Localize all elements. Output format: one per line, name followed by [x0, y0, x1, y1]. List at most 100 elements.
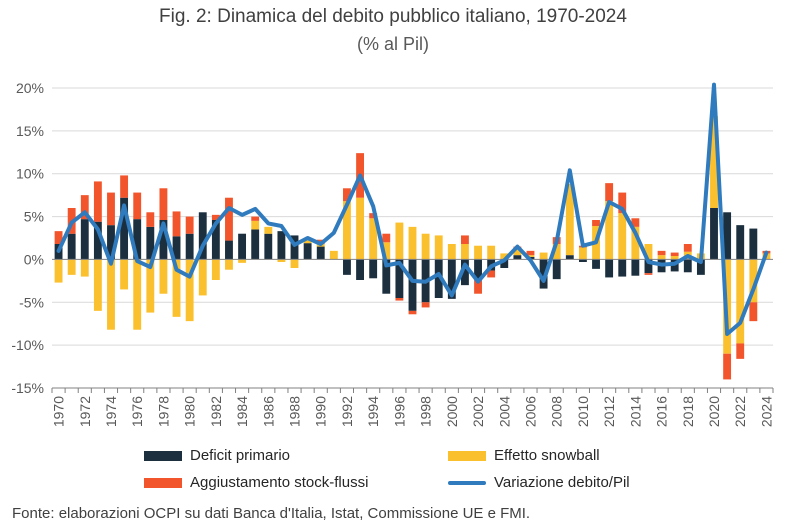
deficit-primario-bar	[710, 208, 718, 260]
x-tick-label: 1984	[234, 396, 250, 427]
x-tick-label: 1970	[51, 396, 67, 427]
deficit-primario-bar	[565, 255, 574, 260]
stock-flussi-bar	[382, 233, 391, 243]
deficit-primario-bar	[592, 259, 600, 269]
stock-flussi-bar	[211, 214, 220, 220]
snowball-bar	[120, 259, 129, 290]
deficit-primario-bar	[264, 233, 273, 260]
chart-plot: -15% -10% -5% 0% 5% 10% 15% 20% 1970 1972 1974 1976…	[11, 80, 774, 427]
snowball-bar	[605, 201, 614, 260]
source-note: Fonte: elaborazioni OCPI su dati Banca d…	[12, 505, 531, 522]
snowball-bar	[736, 259, 745, 344]
legend-label-deficit: Deficit primario	[190, 447, 291, 464]
snowball-bar	[421, 233, 430, 260]
snowball-bar	[133, 259, 142, 330]
snowball-bar	[513, 248, 522, 256]
legend-item-line: Variazione debito/Pil	[448, 474, 630, 491]
stock-flussi-bar	[644, 273, 653, 275]
x-tick-label: 1992	[339, 396, 355, 427]
tick-labels: -15% -10% -5% 0% 5% 10% 15% 20% 1970 1972 1974 1976…	[11, 80, 774, 427]
deficit-primario-bar	[552, 259, 561, 280]
stock-flussi-bar	[395, 298, 404, 301]
x-tick-label: 1990	[313, 396, 329, 427]
snowball-bar	[382, 242, 391, 260]
snowball-bar	[657, 255, 666, 260]
deficit-primario-bar	[369, 259, 378, 279]
snowball-bar	[487, 245, 496, 260]
y-tick-label: 0%	[24, 251, 44, 267]
stock-flussi-bar	[80, 195, 89, 220]
deficit-primario-bar	[434, 259, 443, 298]
snowball-bar	[408, 226, 417, 260]
x-tick-label: 2016	[654, 396, 670, 427]
stock-flussi-bar	[225, 197, 233, 241]
stock-flussi-bar	[408, 310, 417, 315]
stock-flussi-bar	[723, 353, 732, 380]
deficit-primario-bar	[736, 225, 745, 260]
x-tick-label: 2020	[706, 396, 722, 427]
stock-flussi-bar	[93, 181, 102, 222]
legend-swatch-line	[448, 480, 486, 485]
deficit-primario-bar	[290, 235, 299, 260]
legend-swatch-stock	[144, 477, 182, 488]
y-tick-label: -5%	[19, 294, 44, 310]
x-tick-label: 1976	[129, 396, 145, 427]
deficit-primario-bar	[238, 233, 247, 260]
snowball-bar	[539, 252, 548, 260]
legend-label-line: Variazione debito/Pil	[494, 474, 630, 491]
deficit-primario-bar	[382, 259, 391, 294]
stock-flussi-bar	[461, 235, 469, 244]
deficit-primario-bar	[408, 259, 417, 311]
deficit-primario-bar	[578, 259, 587, 262]
y-tick-label: -15%	[11, 380, 44, 396]
stock-flussi-bar	[605, 183, 614, 202]
deficit-primario-bar	[474, 259, 482, 280]
snowball-bar	[54, 259, 63, 283]
variazione-debito-line	[56, 82, 769, 336]
legend-label-stock: Aggiustamento stock-flussi	[190, 474, 369, 491]
x-tick-label: 1988	[287, 396, 303, 427]
deficit-primario-bar	[618, 259, 627, 277]
stock-flussi-bar	[683, 244, 692, 252]
deficit-primario-bar	[146, 226, 155, 260]
legend-swatch-snowball	[448, 450, 486, 461]
x-tick-label: 1998	[418, 396, 434, 427]
y-tick-label: -10%	[11, 337, 44, 353]
snowball-bar	[211, 259, 220, 280]
stock-flussi-bar	[107, 192, 115, 226]
snowball-bar	[447, 244, 456, 260]
deficit-primario-bar	[723, 212, 732, 260]
deficit-primario-bar	[211, 220, 220, 260]
snowball-bar	[670, 256, 679, 260]
deficit-primario-bar	[198, 212, 207, 260]
snowball-bar	[67, 259, 76, 275]
stock-flussi-bar	[185, 216, 194, 234]
deficit-primario-bar	[605, 259, 614, 278]
legend-item-snowball: Effetto snowball	[448, 447, 600, 464]
deficit-primario-bar	[120, 197, 129, 260]
legend-swatch-deficit	[144, 450, 182, 461]
stock-flussi-bar	[172, 211, 181, 237]
deficit-primario-bar	[277, 231, 286, 260]
x-tick-label: 1978	[155, 396, 171, 427]
stock-flussi-bar	[369, 213, 378, 219]
deficit-primario-bar	[461, 259, 469, 286]
stock-flussi-bar	[487, 270, 496, 278]
snowball-bar	[461, 244, 469, 260]
snowball-bar	[172, 259, 181, 317]
snowball-bar	[526, 255, 535, 257]
y-tick-label: 20%	[16, 80, 44, 96]
stock-flussi-bar	[343, 188, 351, 202]
snowball-bar	[303, 238, 312, 244]
snowball-bar	[710, 116, 718, 208]
line-series	[56, 82, 769, 336]
snowball-bar	[159, 259, 168, 294]
stock-flussi-bar	[120, 175, 129, 198]
stock-flussi-bar	[146, 212, 155, 227]
deficit-primario-bar	[343, 259, 351, 275]
chart-subtitle: (% al Pil)	[356, 34, 429, 54]
stock-flussi-bar	[54, 231, 63, 244]
x-tick-label: 1996	[391, 396, 407, 427]
deficit-primario-bar	[80, 219, 89, 260]
x-tick-label: 2024	[758, 396, 774, 427]
